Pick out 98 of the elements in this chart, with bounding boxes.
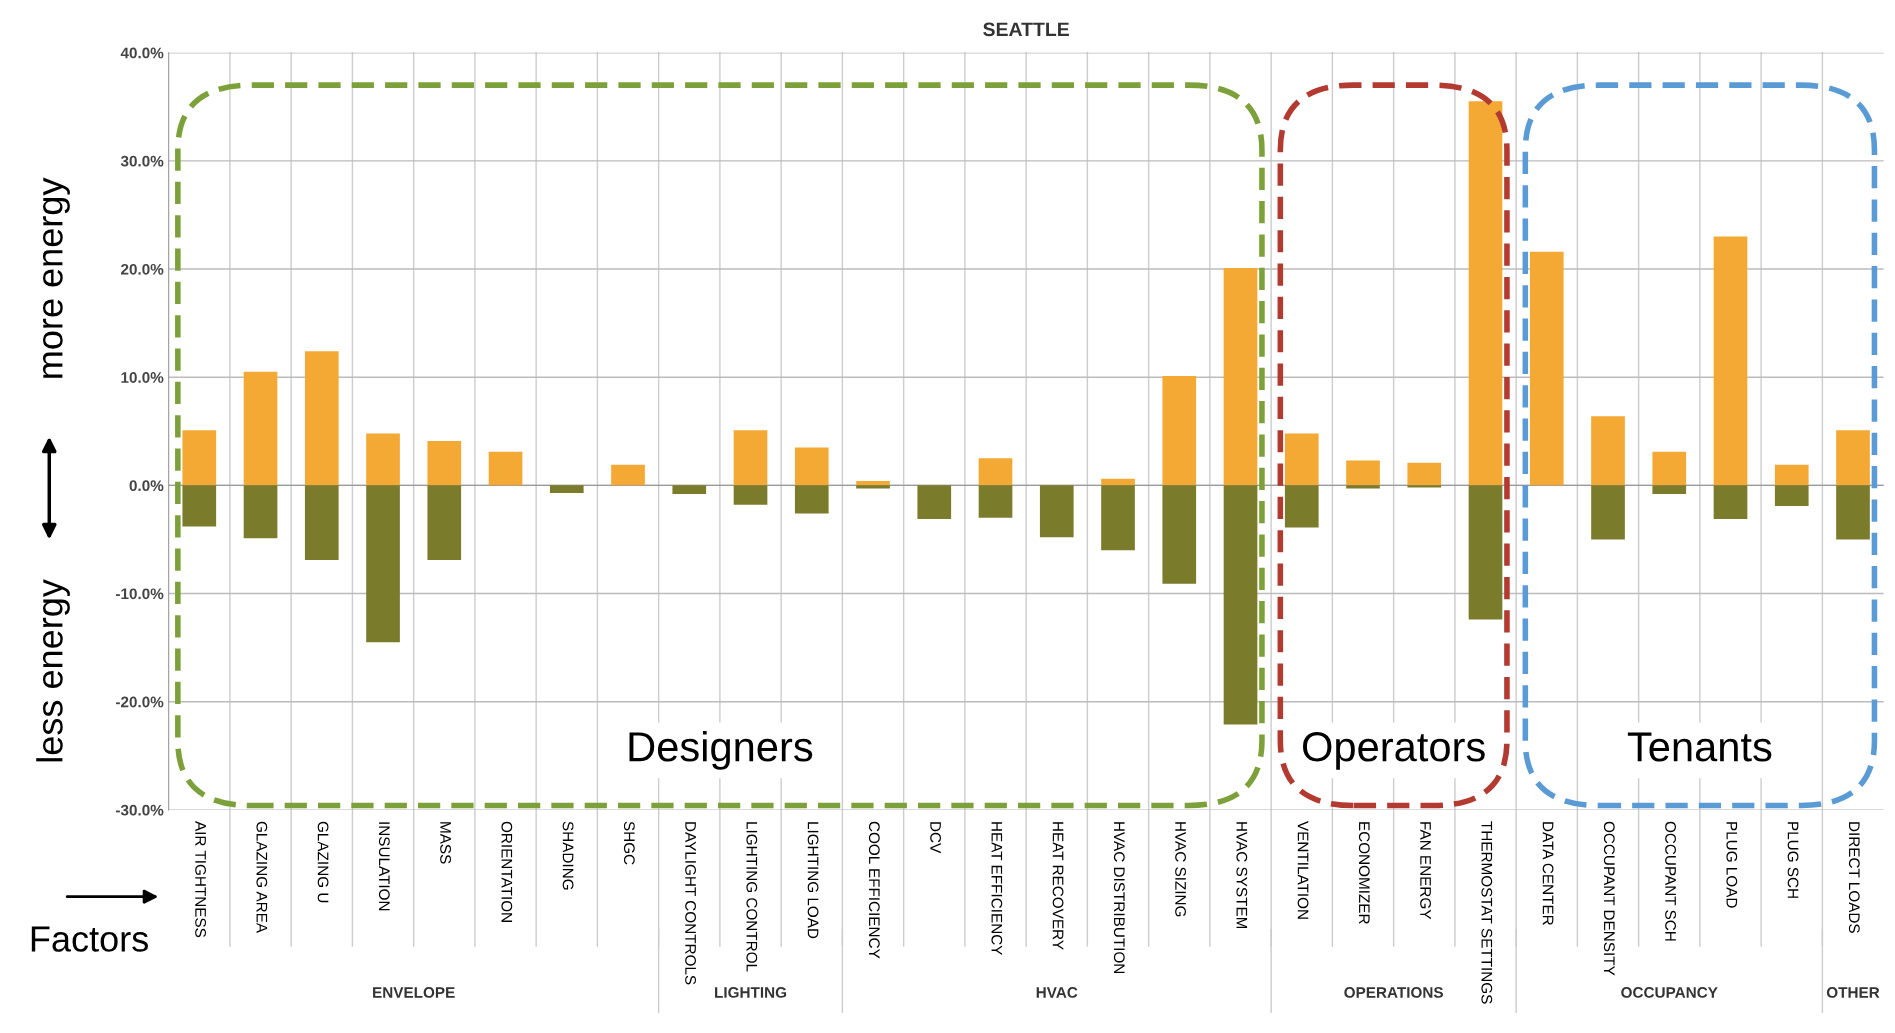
y-tick-label: 10.0% bbox=[121, 372, 164, 383]
x-tick-label: DAYLIGHT CONTROLS bbox=[685, 822, 696, 985]
bar bbox=[1407, 462, 1442, 486]
bar bbox=[978, 485, 1013, 518]
bar bbox=[1836, 485, 1870, 540]
bar bbox=[978, 458, 1013, 486]
y-tick-label: -30.0% bbox=[115, 804, 164, 816]
bar bbox=[243, 371, 278, 486]
text: LIGHTING bbox=[715, 987, 787, 998]
annotation: Tenants bbox=[1627, 732, 1772, 762]
x-tick-label: HEAT RECOVERY bbox=[1052, 822, 1064, 950]
bar bbox=[1407, 485, 1442, 488]
bar bbox=[1713, 236, 1748, 486]
bar bbox=[488, 451, 523, 486]
text: HVAC bbox=[1036, 987, 1078, 998]
x-tick-label: GLAZING AREA bbox=[256, 821, 268, 934]
y-tick-label: -10.0% bbox=[115, 588, 164, 600]
annotation: Designers bbox=[629, 730, 813, 770]
bar bbox=[1529, 251, 1564, 486]
bar bbox=[1652, 485, 1687, 495]
bar bbox=[1652, 451, 1687, 486]
bar bbox=[1223, 267, 1258, 486]
bar bbox=[182, 430, 217, 486]
x-tick-label: GLAZING U bbox=[317, 821, 329, 903]
x-tick-label: COOL EFFICIENCY bbox=[868, 821, 880, 959]
bar bbox=[733, 430, 768, 486]
text: OTHER bbox=[1826, 987, 1880, 998]
y-tick-label: -20.0% bbox=[115, 696, 164, 708]
x-tick-label: PLUG LOAD bbox=[1726, 822, 1738, 908]
x-tick-label: INSULATION bbox=[378, 822, 390, 911]
x-tick-label: THERMOSTAT SETTINGS bbox=[1481, 821, 1493, 1004]
text: OCCUPANCY bbox=[1621, 987, 1718, 998]
y-tick-label: 20.0% bbox=[121, 263, 164, 275]
x-tick-label: VENTILATION bbox=[1297, 821, 1309, 919]
bar bbox=[1101, 485, 1135, 551]
y-tick-label: 30.0% bbox=[120, 155, 164, 167]
bar bbox=[182, 485, 217, 527]
x-tick-label: LIGHTING LOAD bbox=[807, 822, 819, 939]
x-tick-label: OCCUPANT DENSITY bbox=[1603, 821, 1615, 976]
text: more energy bbox=[42, 177, 70, 378]
bar bbox=[1284, 433, 1319, 486]
bar bbox=[794, 447, 829, 486]
bar bbox=[856, 481, 890, 486]
bar bbox=[1713, 485, 1748, 519]
bar bbox=[1591, 485, 1625, 540]
x-tick-label: FAN ENERGY bbox=[1420, 822, 1431, 920]
bar bbox=[1162, 376, 1197, 486]
bar bbox=[1836, 430, 1870, 486]
bar bbox=[1284, 485, 1319, 528]
text: ENVELOPE bbox=[373, 987, 455, 998]
bar bbox=[1591, 416, 1625, 486]
annotation: Operators bbox=[1302, 732, 1485, 770]
x-tick-label: PLUG SCH bbox=[1787, 822, 1799, 898]
x-tick-label: ECONOMIZER bbox=[1358, 822, 1370, 924]
bar bbox=[1774, 464, 1809, 486]
x-tick-label: MASS bbox=[440, 822, 451, 864]
bar bbox=[1468, 485, 1503, 620]
x-tick-label: SHGC bbox=[623, 821, 635, 865]
text: less energy bbox=[36, 579, 70, 762]
x-tick-label: HVAC SYSTEM bbox=[1236, 822, 1248, 929]
bar bbox=[1039, 485, 1074, 538]
bar bbox=[1468, 101, 1503, 486]
text: OPERATIONS bbox=[1344, 987, 1443, 998]
bar bbox=[1346, 485, 1380, 489]
bar bbox=[304, 485, 339, 560]
bar bbox=[366, 485, 400, 643]
x-tick-label: ORIENTATION bbox=[501, 821, 513, 922]
bar bbox=[1774, 485, 1809, 506]
chart-title: SEATTLE bbox=[983, 22, 1069, 37]
bar bbox=[611, 464, 645, 486]
bar bbox=[1223, 485, 1258, 725]
bar bbox=[672, 485, 707, 495]
bar bbox=[427, 485, 462, 560]
bar bbox=[1162, 485, 1197, 584]
bar bbox=[427, 441, 462, 486]
x-tick-label: HVAC SIZING bbox=[1175, 822, 1186, 917]
bar bbox=[917, 485, 952, 519]
x-tick-label: HEAT EFFICIENCY bbox=[991, 822, 1003, 956]
text: Factors bbox=[31, 926, 148, 952]
x-tick-label: OCCUPANT SCH bbox=[1665, 821, 1676, 941]
x-tick-label: AIR TIGHTNESS bbox=[195, 821, 206, 938]
x-tick-label: LIGHTING CONTROL bbox=[746, 822, 758, 972]
x-tick-label: DATA CENTER bbox=[1542, 822, 1554, 925]
bar bbox=[856, 485, 890, 489]
bar bbox=[366, 433, 400, 486]
x-tick-label: SHADING bbox=[562, 821, 574, 890]
bar bbox=[243, 485, 278, 539]
bar bbox=[733, 485, 768, 505]
bar bbox=[1346, 460, 1380, 486]
bar bbox=[794, 485, 829, 514]
bar bbox=[549, 485, 584, 493]
y-tick-label: 40.0% bbox=[120, 47, 164, 59]
x-tick-label: DCV bbox=[930, 822, 941, 854]
y-tick-label: 0.0% bbox=[129, 480, 164, 492]
bar bbox=[1101, 478, 1135, 486]
x-tick-label: HVAC DISTRIBUTION bbox=[1113, 822, 1125, 974]
bar bbox=[304, 351, 339, 486]
x-tick-label: DIRECT LOADS bbox=[1848, 822, 1860, 933]
